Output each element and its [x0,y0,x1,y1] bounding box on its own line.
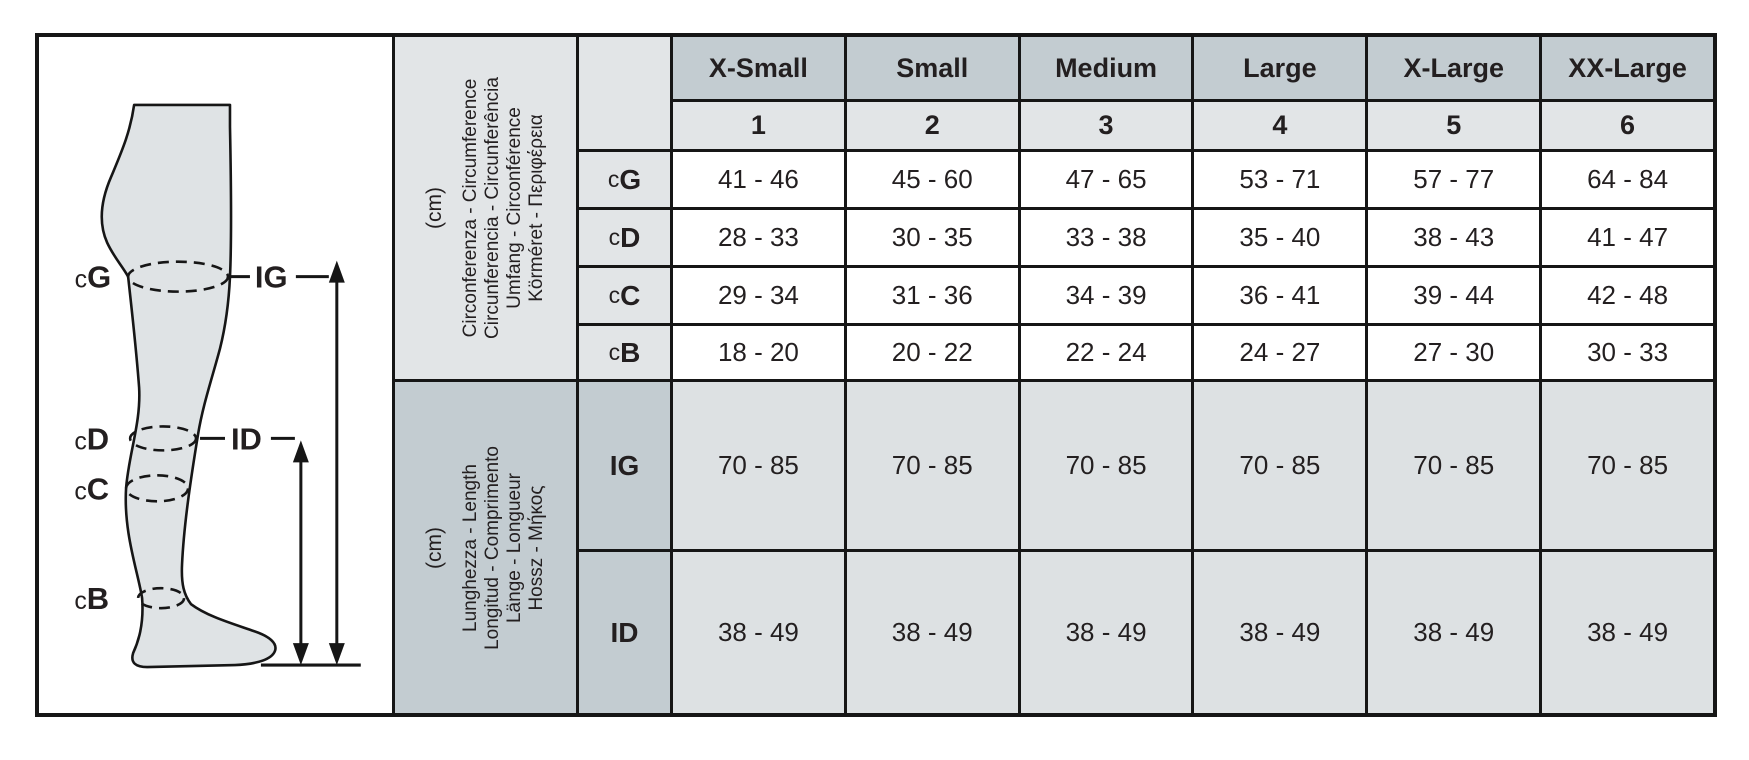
value-id-small: 38 - 49 [846,552,1018,713]
value-cg-xxlarge: 64 - 84 [1542,152,1713,207]
value-cd-large: 35 - 40 [1194,210,1366,265]
label-cb: cB [74,581,109,616]
value-ig-xsmall: 70 - 85 [673,382,844,549]
length-lang-line: Longitud - Comprimento [481,445,503,650]
ig-length-arrow [328,260,345,666]
value-cc-xsmall: 29 - 34 [673,268,844,323]
value-cc-medium: 34 - 39 [1020,268,1192,323]
value-cg-medium: 47 - 65 [1020,152,1192,207]
label-id: ID [231,421,262,456]
ellipse-cg [126,260,230,293]
label-cg: cG [75,260,112,295]
value-cd-xlarge: 38 - 43 [1368,210,1540,265]
value-cb-xlarge: 27 - 30 [1368,326,1540,379]
circumference-lang-line: Circunferencia - Circunferência [481,77,503,339]
value-cb-large: 24 - 27 [1194,326,1366,379]
circumference-unit: (cm) [422,187,446,229]
corner-cell [579,37,670,149]
value-id-medium: 38 - 49 [1020,552,1192,713]
value-cb-small: 20 - 22 [846,326,1018,379]
value-cd-small: 30 - 35 [846,210,1018,265]
ellipse-cc [124,474,190,503]
size-number-6: 6 [1542,102,1713,149]
circumference-lang-line: Körméret - Περιφέρεια [525,114,547,302]
size-number-1: 1 [673,102,844,149]
value-ig-xxlarge: 70 - 85 [1542,382,1713,549]
id-length-arrow [292,440,309,666]
row-label-id: ID [579,552,670,713]
value-cg-xsmall: 41 - 46 [673,152,844,207]
chart-frame: cG cD cC cB IG ID [35,33,1717,717]
leg-measurement-diagram: cG cD cC cB IG ID [39,37,392,713]
size-header-xsmall: X-Small [673,37,844,99]
size-header-xlarge: X-Large [1368,37,1540,99]
circumference-section-header: (cm) Circonferenza - Circumference Circu… [395,37,576,379]
value-ig-small: 70 - 85 [846,382,1018,549]
value-cc-xxlarge: 42 - 48 [1542,268,1713,323]
circumference-lang-line: Umfang - Circonférence [503,107,525,309]
value-cd-xxlarge: 41 - 47 [1542,210,1713,265]
value-ig-medium: 70 - 85 [1020,382,1192,549]
label-cc: cC [74,471,109,506]
value-cc-xlarge: 39 - 44 [1368,268,1540,323]
size-header-medium: Medium [1020,37,1192,99]
value-id-xxlarge: 38 - 49 [1542,552,1713,713]
circumference-lang-line: Circonferenza - Circumference [459,78,481,338]
value-cb-medium: 22 - 24 [1020,326,1192,379]
size-number-4: 4 [1194,102,1366,149]
size-header-xxlarge: XX-Large [1542,37,1713,99]
label-cd: cD [74,421,109,456]
length-unit: (cm) [422,526,446,569]
value-id-xsmall: 38 - 49 [673,552,844,713]
value-ig-xlarge: 70 - 85 [1368,382,1540,549]
leg-outline [100,103,277,669]
value-cg-small: 45 - 60 [846,152,1018,207]
size-number-3: 3 [1020,102,1192,149]
value-cc-large: 36 - 41 [1194,268,1366,323]
size-table: (cm) Circonferenza - Circumference Circu… [392,37,1713,713]
value-cb-xsmall: 18 - 20 [673,326,844,379]
value-cb-xxlarge: 30 - 33 [1542,326,1713,379]
value-id-xlarge: 38 - 49 [1368,552,1540,713]
length-lang-line: Hossz - Μήκος [525,484,547,611]
label-ig: IG [255,260,288,295]
size-number-5: 5 [1368,102,1540,149]
value-cd-xsmall: 28 - 33 [673,210,844,265]
value-cg-large: 53 - 71 [1194,152,1366,207]
length-lang-line: Lunghezza - Length [459,463,481,632]
value-ig-large: 70 - 85 [1194,382,1366,549]
value-id-large: 38 - 49 [1194,552,1366,713]
value-cd-medium: 33 - 38 [1020,210,1192,265]
value-cg-xlarge: 57 - 77 [1368,152,1540,207]
size-header-large: Large [1194,37,1366,99]
row-label-ig: IG [579,382,670,549]
ellipse-cb [136,586,186,610]
value-cc-small: 31 - 36 [846,268,1018,323]
ellipse-cd [128,425,198,452]
size-number-2: 2 [846,102,1018,149]
size-header-small: Small [846,37,1018,99]
leg-diagram-svg: cG cD cC cB IG ID [74,103,361,669]
length-section-header: (cm) Lunghezza - Length Longitud - Compr… [395,382,576,713]
length-lang-line: Länge - Longueur [503,472,525,623]
